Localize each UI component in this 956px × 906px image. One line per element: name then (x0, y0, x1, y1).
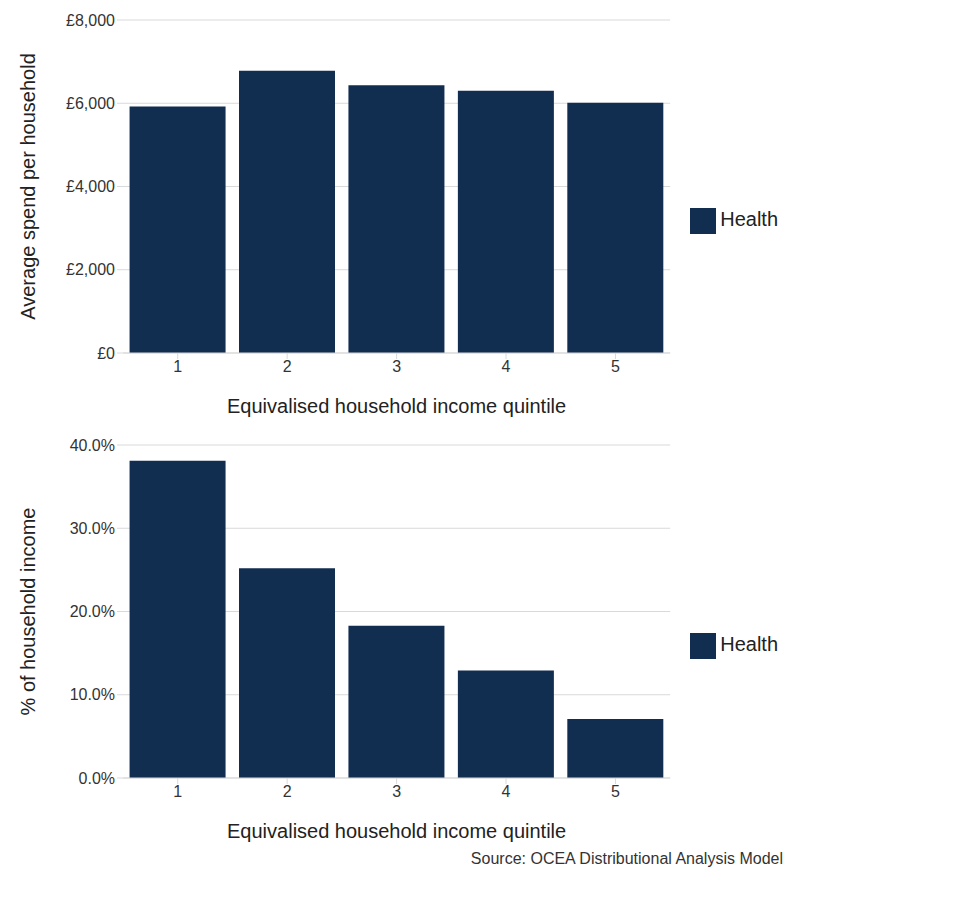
svg-text:1: 1 (173, 783, 182, 800)
svg-text:% of household income: % of household income (17, 508, 39, 716)
svg-text:Equivalised household income q: Equivalised household income quintile (227, 395, 566, 417)
svg-text:4: 4 (502, 783, 511, 800)
svg-text:20.0%: 20.0% (70, 603, 115, 620)
svg-text:3: 3 (392, 358, 401, 375)
svg-text:2: 2 (283, 358, 292, 375)
svg-text:£8,000: £8,000 (66, 12, 115, 29)
svg-text:2: 2 (283, 783, 292, 800)
svg-text:Equivalised household income q: Equivalised household income quintile (227, 820, 566, 842)
svg-text:£2,000: £2,000 (66, 261, 115, 278)
svg-text:£6,000: £6,000 (66, 95, 115, 112)
html-text:Source: OCEA Distributional An: Source: OCEA Distributional Analysis Mod… (470, 850, 783, 867)
html-text:Health: Health (720, 207, 778, 230)
svg-text:30.0%: 30.0% (70, 520, 115, 537)
svg-text:4: 4 (502, 358, 511, 375)
svg-text:5: 5 (611, 358, 620, 375)
svg-text:Average spend per household: Average spend per household (17, 53, 39, 320)
svg-text:10.0%: 10.0% (70, 686, 115, 703)
html-text:Health: Health (720, 632, 778, 655)
svg-text:1: 1 (173, 358, 182, 375)
svg-text:0.0%: 0.0% (79, 770, 115, 787)
svg-text:£4,000: £4,000 (66, 178, 115, 195)
svg-text:£0: £0 (97, 345, 115, 362)
svg-text:5: 5 (611, 783, 620, 800)
svg-text:3: 3 (392, 783, 401, 800)
svg-text:40.0%: 40.0% (70, 437, 115, 454)
